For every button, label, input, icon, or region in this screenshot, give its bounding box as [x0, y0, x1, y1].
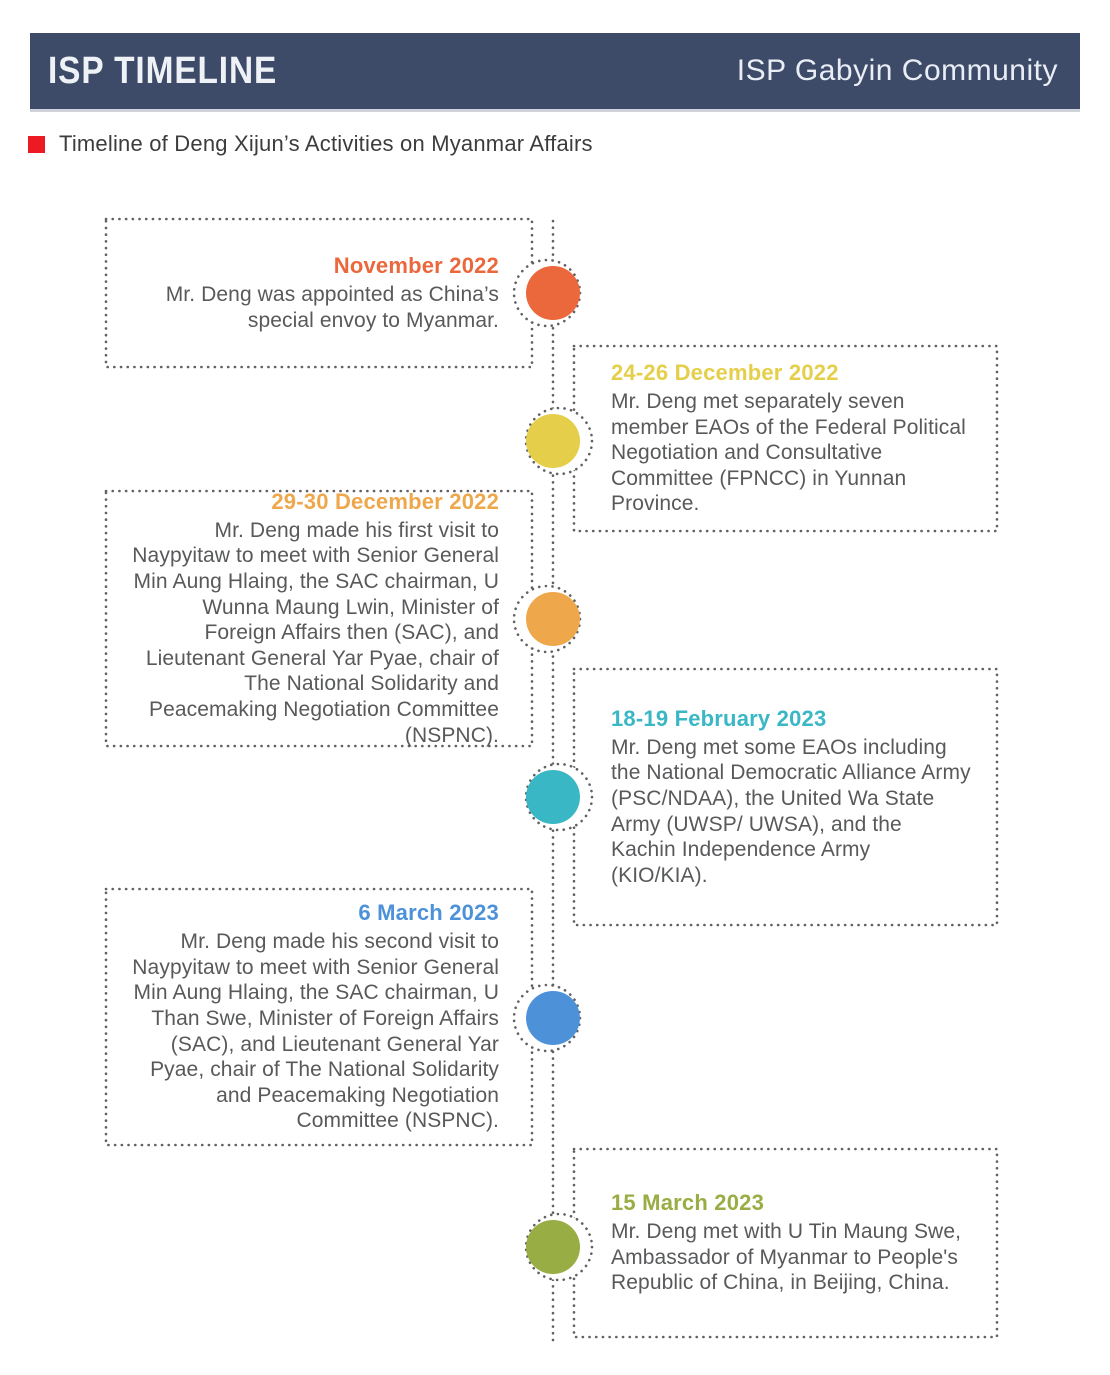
event-description: Mr. Deng made his second visit to Naypyi… — [132, 930, 499, 1133]
event-box-6-march-2023: 6 March 2023 Mr. Deng made his second vi… — [105, 888, 533, 1146]
event-description: Mr. Deng met with U Tin Maung Swe, Ambas… — [611, 1220, 962, 1295]
event-box-border — [572, 667, 999, 927]
event-box-november-2022: November 2022 Mr. Deng was appointed as … — [105, 218, 533, 368]
event-description: Mr. Deng was appointed as China’s specia… — [165, 282, 499, 332]
section-title: Timeline of Deng Xijun’s Activities on M… — [59, 131, 593, 156]
event-date: 24-26 December 2022 — [611, 359, 839, 385]
community-label: ISP Gabyin Community — [736, 54, 1058, 87]
timeline-dot — [526, 266, 580, 320]
event-date: 18-19 February 2023 — [611, 705, 827, 731]
timeline-dot — [526, 1220, 580, 1274]
page-title: ISP TIMELINE — [48, 49, 278, 92]
event-box-border — [572, 344, 999, 533]
section-title-row: Timeline of Deng Xijun’s Activities on M… — [28, 131, 593, 157]
timeline-dot — [526, 414, 580, 468]
event-box-15-march-2023: 15 March 2023 Mr. Deng met with U Tin Ma… — [573, 1148, 998, 1338]
event-date: 6 March 2023 — [358, 900, 499, 926]
event-box-border — [572, 1147, 999, 1339]
event-box-29-30-december-2022: 29-30 December 2022 Mr. Deng made his fi… — [105, 488, 533, 747]
event-date: 29-30 December 2022 — [271, 488, 499, 514]
timeline-dot — [526, 592, 580, 646]
event-date: 15 March 2023 — [611, 1190, 765, 1216]
event-box-18-19-february-2023: 18-19 February 2023 Mr. Deng met some EA… — [573, 668, 998, 926]
event-description: Mr. Deng met separately seven member EAO… — [611, 389, 966, 516]
event-box-24-26-december-2022: 24-26 December 2022 Mr. Deng met separat… — [573, 345, 998, 532]
header-bar: ISP TIMELINE ISP Gabyin Community — [30, 33, 1080, 109]
event-description: Mr. Deng made his first visit to Naypyit… — [132, 518, 499, 747]
red-square-icon — [28, 135, 45, 153]
timeline-dot — [526, 991, 580, 1045]
event-date: November 2022 — [333, 252, 499, 278]
timeline-dot — [526, 770, 580, 824]
event-description: Mr. Deng met some EAOs including the Nat… — [611, 735, 971, 887]
